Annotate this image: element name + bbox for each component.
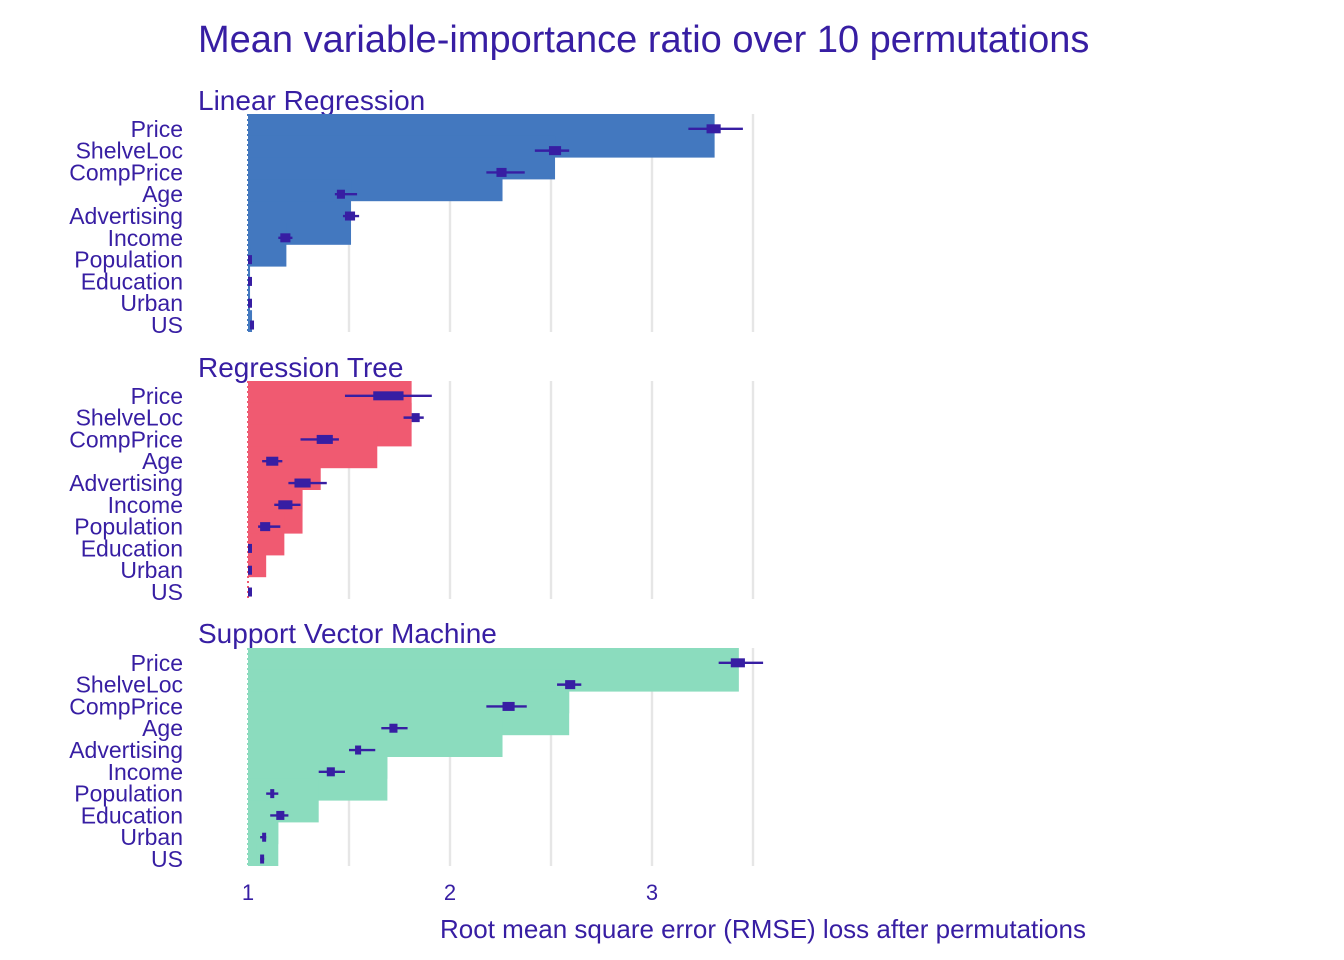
- box: [248, 255, 252, 265]
- category-label: Price: [131, 116, 183, 142]
- bar: [248, 533, 267, 578]
- box: [248, 276, 252, 286]
- box: [260, 854, 265, 864]
- box: [548, 146, 562, 156]
- box: [373, 391, 404, 401]
- x-axis-ticks: 1 2 3: [242, 880, 658, 905]
- category-label: Education: [81, 802, 183, 828]
- box: [270, 789, 275, 799]
- chart-title: Mean variable-importance ratio over 10 p…: [198, 19, 1089, 61]
- panels: Linear RegressionPriceShelveLocCompPrice…: [69, 85, 764, 872]
- box: [248, 543, 252, 553]
- box: [502, 701, 515, 711]
- box: [278, 500, 293, 510]
- panel-title: Linear Regression: [198, 85, 425, 116]
- box: [326, 767, 335, 777]
- panel-1: Regression Tree PriceShelveLocCompPriceAg…: [69, 352, 755, 605]
- category-label: ShelveLoc: [76, 138, 183, 164]
- box: [411, 413, 420, 423]
- category-label: US: [151, 312, 183, 338]
- box: [730, 658, 745, 668]
- category-label: Advertising: [69, 737, 183, 763]
- category-label: Urban: [120, 290, 183, 316]
- category-label: Income: [108, 492, 183, 518]
- category-label: ShelveLoc: [76, 672, 183, 698]
- category-label: Income: [108, 225, 183, 251]
- box: [706, 124, 721, 134]
- category-label: Income: [108, 759, 183, 785]
- box: [280, 233, 291, 243]
- x-axis-label: Root mean square error (RMSE) loss after…: [440, 914, 1086, 944]
- category-label: Price: [131, 383, 183, 409]
- box: [248, 565, 252, 575]
- category-label: CompPrice: [69, 693, 183, 719]
- box: [496, 167, 507, 177]
- category-label: Urban: [120, 557, 183, 583]
- category-label: Population: [74, 781, 183, 807]
- bar: [248, 310, 253, 332]
- category-label: Population: [74, 247, 183, 273]
- x-tick-label: 3: [646, 880, 658, 905]
- box: [389, 723, 398, 733]
- category-label: Advertising: [69, 203, 183, 229]
- box: [248, 587, 252, 597]
- category-label: US: [151, 846, 183, 872]
- category-label: Population: [74, 514, 183, 540]
- category-label: ShelveLoc: [76, 405, 183, 431]
- category-label: Urban: [120, 824, 183, 850]
- category-label: Education: [81, 535, 183, 561]
- category-label: Age: [142, 181, 183, 207]
- x-tick-label: 2: [444, 880, 456, 905]
- x-tick-label: 1: [242, 880, 254, 905]
- category-label: Price: [131, 650, 183, 676]
- box: [266, 456, 279, 466]
- box: [336, 189, 345, 199]
- box: [344, 211, 356, 221]
- category-label: CompPrice: [69, 159, 183, 185]
- box: [248, 298, 252, 308]
- panel-2: Support Vector Machine PriceShelveLocComp…: [69, 618, 764, 872]
- category-label: CompPrice: [69, 426, 183, 452]
- category-label: Age: [142, 448, 183, 474]
- panel-title: Regression Tree: [198, 352, 403, 383]
- box: [565, 680, 576, 690]
- bar: [248, 844, 257, 866]
- box: [262, 832, 267, 842]
- category-label: Education: [81, 268, 183, 294]
- category-label: Age: [142, 715, 183, 741]
- box: [250, 320, 255, 330]
- box: [276, 810, 285, 820]
- panel-0: Linear Regression PriceShelveLocCompPrice…: [69, 85, 755, 338]
- panel-title: Support Vector Machine: [198, 618, 497, 649]
- box: [316, 434, 333, 444]
- box: [260, 522, 271, 532]
- box: [294, 478, 311, 488]
- bar: [248, 223, 287, 267]
- category-label: US: [151, 579, 183, 605]
- box: [355, 745, 362, 755]
- category-label: Advertising: [69, 470, 183, 496]
